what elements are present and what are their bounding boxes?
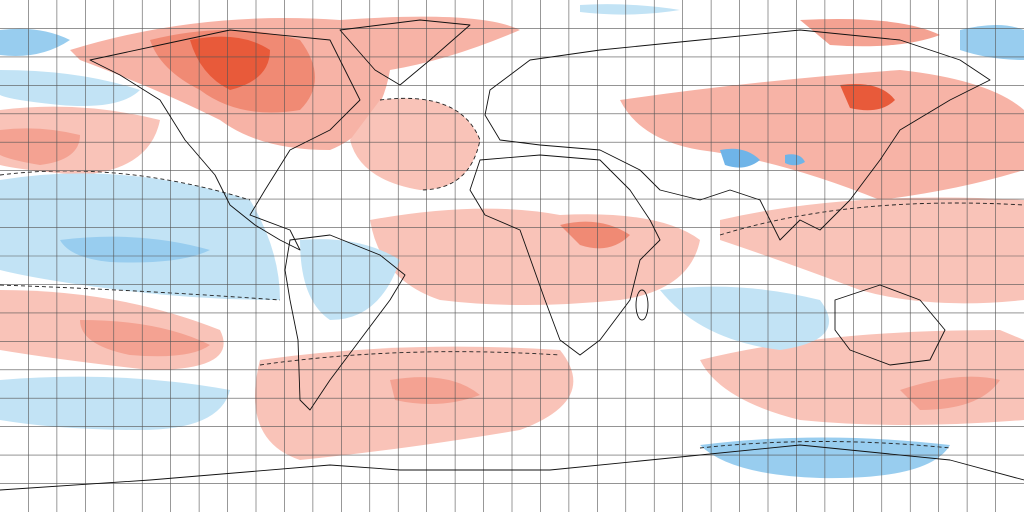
warm-area — [620, 70, 1024, 200]
cold-area — [0, 70, 140, 106]
africa — [469, 154, 661, 356]
contour — [719, 202, 1024, 236]
cold-area — [720, 148, 760, 168]
warm-area — [255, 346, 574, 460]
warm-area — [390, 377, 480, 404]
warm-area — [350, 98, 480, 190]
contour — [259, 351, 561, 366]
contour — [0, 284, 281, 301]
contours — [0, 97, 1024, 449]
south-america — [284, 234, 406, 411]
north-america — [89, 29, 361, 251]
warm-area — [80, 320, 210, 357]
madagascar — [635, 289, 649, 321]
warm-area — [800, 19, 940, 47]
warm-area — [0, 128, 80, 165]
coastlines — [0, 19, 1024, 491]
cold-area — [960, 25, 1024, 60]
cold-area — [660, 286, 829, 350]
cold-anomalies — [0, 4, 1024, 479]
cold-area — [0, 28, 70, 56]
warm-area — [840, 84, 895, 111]
warm-area — [560, 221, 630, 249]
eurasia — [484, 29, 991, 241]
warm-area — [370, 208, 700, 305]
cold-area — [580, 4, 680, 15]
cold-area — [0, 173, 280, 300]
contour — [0, 170, 251, 201]
cold-area — [785, 154, 805, 166]
cold-area — [300, 239, 400, 320]
warm-area — [900, 376, 1000, 410]
contour — [699, 441, 951, 449]
cold-area — [0, 376, 230, 430]
greenland — [339, 19, 471, 86]
warm-anomalies — [0, 16, 1024, 460]
warm-area — [190, 36, 270, 90]
antarctica — [0, 444, 1024, 491]
australia — [834, 284, 946, 366]
